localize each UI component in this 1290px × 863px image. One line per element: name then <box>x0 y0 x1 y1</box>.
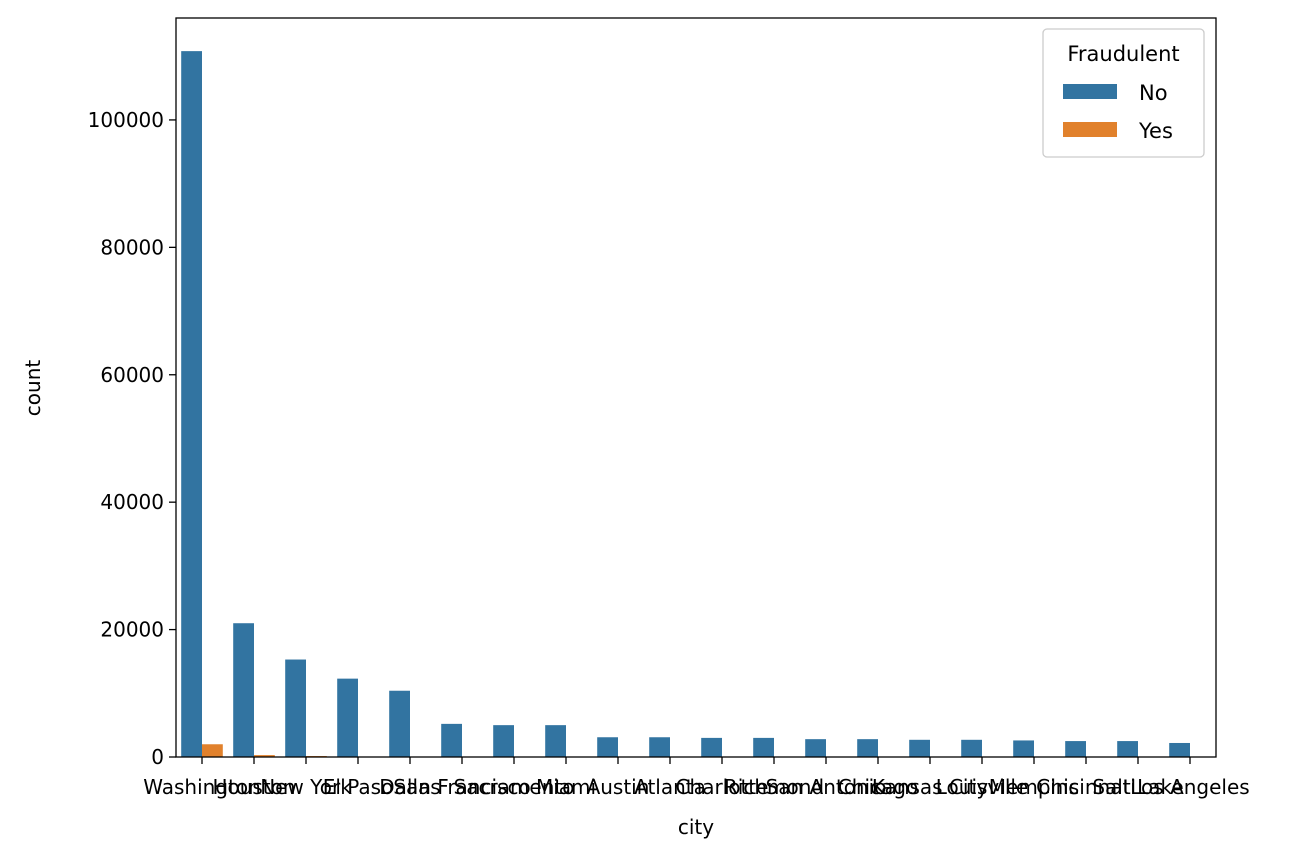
legend-title: Fraudulent <box>1067 42 1179 66</box>
y-tick-label: 20000 <box>100 618 164 642</box>
legend-swatch-yes <box>1063 122 1117 137</box>
bar-no-16 <box>1013 740 1034 757</box>
bar-no-5 <box>441 724 462 757</box>
bar-no-1 <box>233 623 254 757</box>
y-axis-title: count <box>21 360 45 417</box>
bar-no-7 <box>545 725 566 757</box>
y-axis: 0 20000 40000 60000 80000 100000 <box>88 108 176 769</box>
bar-no-12 <box>805 739 826 757</box>
y-tick-label: 80000 <box>100 235 164 259</box>
bar-no-17 <box>1065 741 1086 757</box>
bar-no-8 <box>597 737 618 757</box>
bar-no-13 <box>857 739 878 757</box>
bar-no-19 <box>1169 743 1190 757</box>
y-tick-label: 100000 <box>88 108 164 132</box>
y-tick-label: 0 <box>151 745 164 769</box>
bar-no-3 <box>337 679 358 757</box>
bar-no-2 <box>285 660 306 757</box>
x-axis-title: city <box>678 815 714 839</box>
bar-no-6 <box>493 725 514 757</box>
x-tick-label: Los Angeles <box>1130 775 1249 799</box>
bar-no-4 <box>389 691 410 757</box>
legend-label-no: No <box>1139 81 1168 105</box>
legend-label-yes: Yes <box>1138 119 1173 143</box>
bar-no-15 <box>961 740 982 757</box>
legend: Fraudulent No Yes <box>1043 29 1204 157</box>
bar-no-18 <box>1117 741 1138 757</box>
bar-no-11 <box>753 738 774 757</box>
y-tick-label: 40000 <box>100 490 164 514</box>
bar-no-10 <box>701 738 722 757</box>
y-tick-label: 60000 <box>100 363 164 387</box>
bar-no-14 <box>909 740 930 757</box>
bar-yes-0 <box>202 744 223 757</box>
legend-swatch-no <box>1063 84 1117 99</box>
bar-no-9 <box>649 737 670 757</box>
bar-no-0 <box>181 51 202 757</box>
